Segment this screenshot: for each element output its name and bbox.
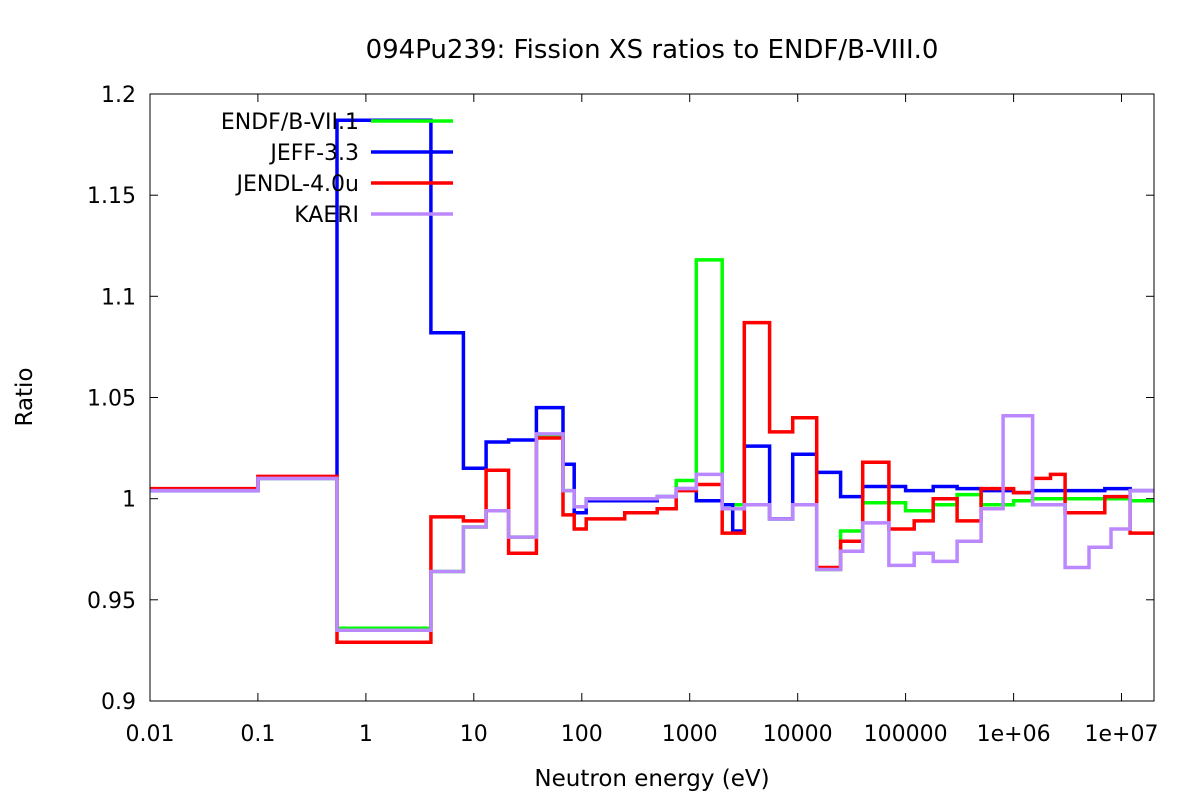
series-line-4 bbox=[150, 413, 1154, 632]
legend-label: KAERI bbox=[294, 203, 359, 228]
y-tick-label: 1.1 bbox=[101, 285, 136, 310]
x-axis-label: Neutron energy (eV) bbox=[534, 766, 769, 792]
chart-title: 094Pu239: Fission XS ratios to ENDF/B-VI… bbox=[366, 35, 939, 65]
y-axis-ticks: 0.9 0.95 1 1.05 1.1 1.15 1.2 bbox=[87, 83, 1154, 715]
x-tick-label: 1e+06 bbox=[977, 722, 1051, 747]
y-tick-label: 0.95 bbox=[87, 589, 136, 614]
x-tick-label: 0.01 bbox=[126, 722, 175, 747]
x-tick-label: 10 bbox=[460, 722, 488, 747]
x-tick-label: 1000 bbox=[662, 722, 718, 747]
legend: ENDF/B-VII.1 JEFF-3.3 JENDL-4.0u KAERI bbox=[221, 110, 453, 228]
y-axis-label: Ratio bbox=[12, 367, 38, 426]
series-layer bbox=[150, 118, 1154, 645]
x-tick-label: 100 bbox=[561, 722, 603, 747]
y-tick-label: 1.15 bbox=[87, 184, 136, 209]
x-tick-label: 100000 bbox=[864, 722, 948, 747]
y-tick-label: 1.2 bbox=[101, 83, 136, 108]
legend-label: JEFF-3.3 bbox=[268, 141, 359, 166]
plot-frame bbox=[149, 93, 1155, 702]
x-tick-label: 10000 bbox=[763, 722, 833, 747]
x-tick-label: 1 bbox=[359, 722, 373, 747]
y-tick-label: 1.05 bbox=[87, 387, 136, 412]
x-axis-ticks: 0.01 0.1 1 10 100 1000 10000 100000 1e+06 1e+07 bbox=[126, 94, 1159, 747]
y-tick-label: 0.9 bbox=[101, 690, 136, 715]
x-tick-label: 0.1 bbox=[240, 722, 275, 747]
legend-label: JENDL-4.0u bbox=[234, 172, 359, 197]
y-tick-label: 1 bbox=[122, 488, 136, 513]
x-tick-label: 1e+07 bbox=[1085, 722, 1159, 747]
series-line-3 bbox=[150, 320, 1154, 645]
legend-label: ENDF/B-VII.1 bbox=[221, 110, 359, 135]
